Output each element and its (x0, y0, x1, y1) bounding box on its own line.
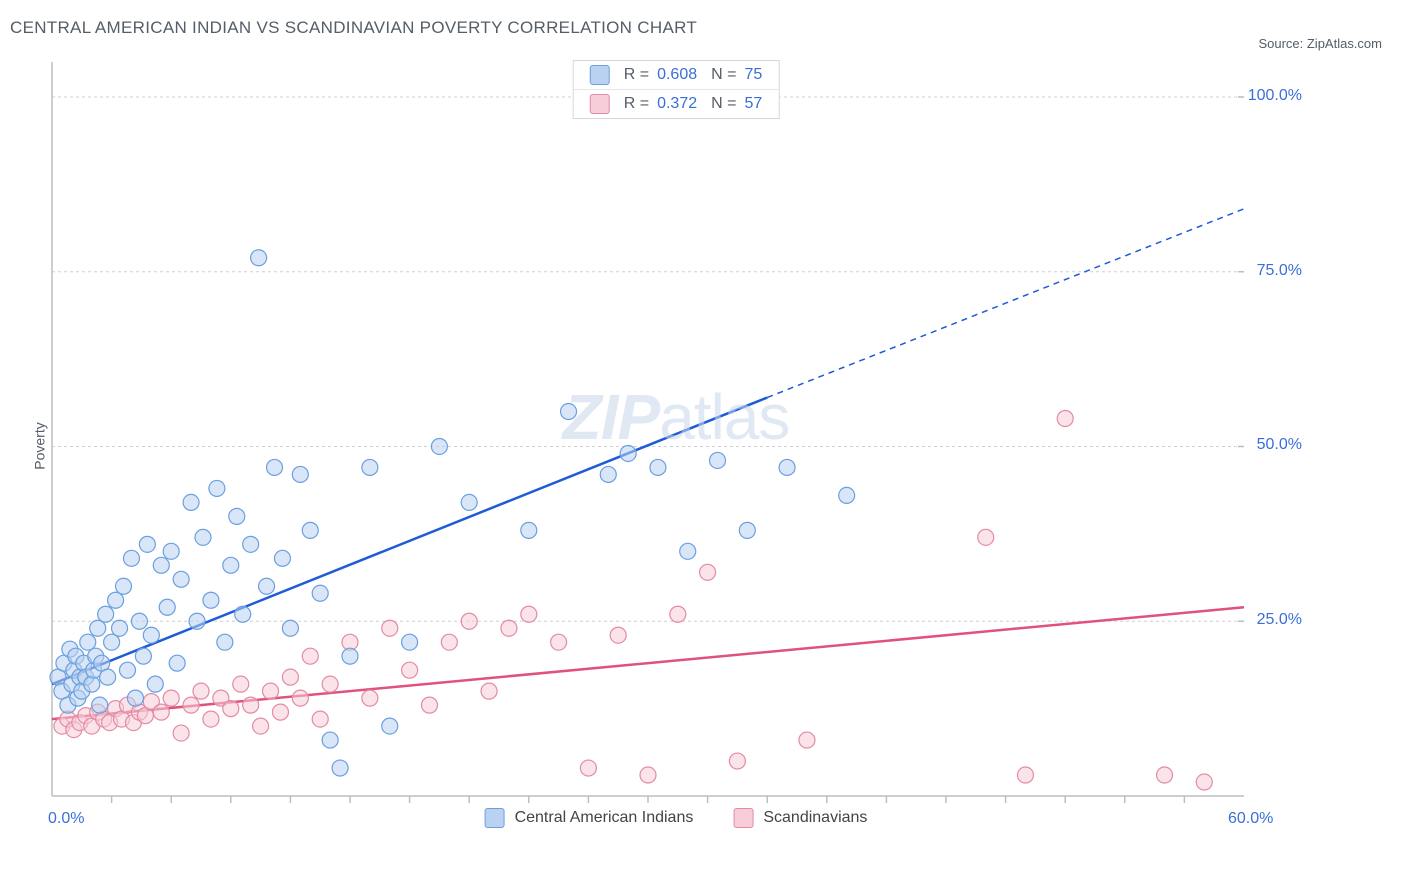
x-tick-label: 60.0% (1228, 810, 1273, 828)
swatch-icon (590, 94, 610, 114)
correlation-legend: R = 0.608 N = 75 R = 0.372 N = 57 (573, 60, 780, 119)
series-label: Scandinavians (763, 809, 867, 827)
chart-container: CENTRAL AMERICAN INDIAN VS SCANDINAVIAN … (0, 0, 1406, 892)
watermark: ZIPatlas (563, 380, 790, 454)
correlation-legend-row: R = 0.372 N = 57 (574, 90, 779, 118)
correlation-legend-row: R = 0.608 N = 75 (574, 61, 779, 90)
n-value: N = 75 (711, 66, 762, 84)
swatch-icon (590, 65, 610, 85)
title-bar: CENTRAL AMERICAN INDIAN VS SCANDINAVIAN … (10, 18, 1396, 46)
series-legend-item: Scandinavians (733, 808, 867, 828)
x-tick-label: 0.0% (48, 810, 84, 828)
source-name: ZipAtlas.com (1307, 36, 1382, 51)
y-tick-label: 100.0% (1248, 87, 1302, 105)
swatch-icon (485, 808, 505, 828)
chart-title: CENTRAL AMERICAN INDIAN VS SCANDINAVIAN … (10, 18, 697, 37)
y-tick-label: 75.0% (1257, 262, 1302, 280)
watermark-atlas: atlas (659, 381, 789, 453)
plot-area: ZIPatlas R = 0.608 N = 75 R = 0.372 (48, 58, 1304, 838)
source-attribution: Source: ZipAtlas.com (1258, 36, 1382, 51)
y-tick-label: 50.0% (1257, 436, 1302, 454)
n-value: N = 57 (711, 95, 762, 113)
r-value: R = 0.608 (624, 66, 697, 84)
swatch-icon (733, 808, 753, 828)
source-prefix: Source: (1258, 36, 1306, 51)
series-legend: Central American Indians Scandinavians (485, 808, 868, 828)
series-legend-item: Central American Indians (485, 808, 694, 828)
r-value: R = 0.372 (624, 95, 697, 113)
y-axis-label: Poverty (32, 422, 48, 469)
series-label: Central American Indians (515, 809, 694, 827)
watermark-zip: ZIP (563, 381, 660, 453)
y-tick-label: 25.0% (1257, 611, 1302, 629)
